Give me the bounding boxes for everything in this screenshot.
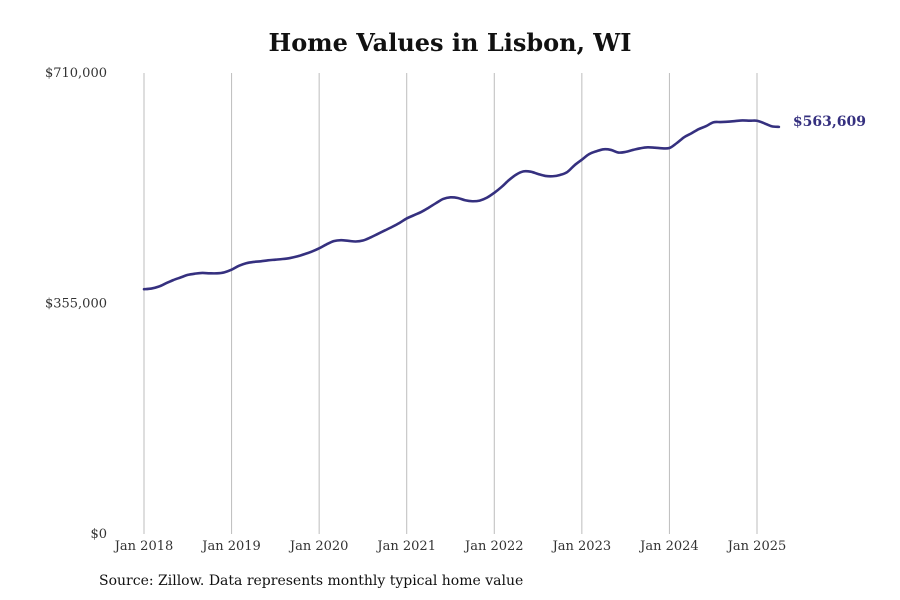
x-gridlines: [143, 73, 758, 534]
series-line-home-value: [142, 119, 781, 291]
x-tick-label: Jan 2018: [113, 539, 174, 554]
x-tick-label: Jan 2022: [463, 539, 524, 554]
y-tick-label: $0: [90, 527, 107, 542]
x-tick-label: Jan 2019: [200, 539, 261, 554]
x-tick-label: Jan 2020: [288, 539, 349, 554]
end-value-label: $563,609: [793, 114, 866, 130]
source-note: Source: Zillow. Data represents monthly …: [99, 573, 524, 589]
x-tick-label: Jan 2021: [375, 539, 436, 554]
y-tick-label: $710,000: [45, 66, 107, 81]
x-axis-labels: Jan 2018 Jan 2019 Jan 2020 Jan 2021 Jan 2022…: [113, 539, 787, 554]
y-tick-label: $355,000: [45, 297, 107, 312]
x-tick-label: Jan 2024: [638, 539, 699, 554]
x-tick-label: Jan 2025: [726, 539, 787, 554]
x-tick-label: Jan 2023: [551, 539, 612, 554]
y-axis-labels: $0 $355,000 $710,000: [45, 66, 107, 542]
chart-title: Home Values in Lisbon, WI: [268, 28, 632, 57]
